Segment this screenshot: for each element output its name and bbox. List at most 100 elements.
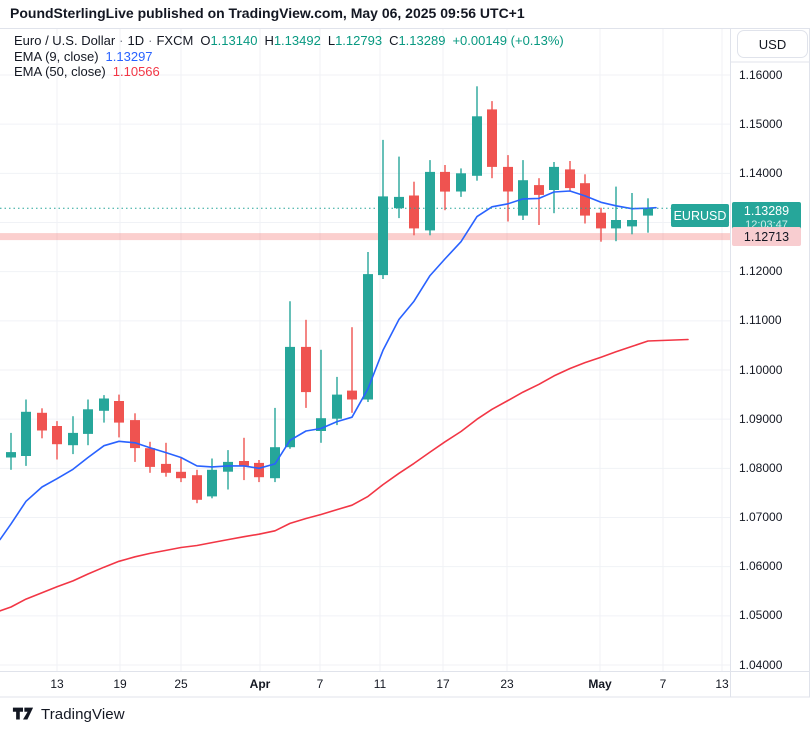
candle[interactable]	[285, 301, 295, 449]
price-tick: 1.11000	[739, 313, 782, 328]
candles	[6, 86, 653, 504]
ohlc-value: 1.13492	[273, 33, 321, 48]
candle[interactable]	[518, 160, 528, 220]
candle[interactable]	[394, 156, 404, 219]
time-tick: 23	[500, 677, 514, 691]
tradingview-logo-icon[interactable]	[12, 704, 34, 724]
price-tick: 1.08000	[739, 460, 783, 475]
currency-button[interactable]: USD	[737, 30, 808, 58]
ohlc-letter: C	[389, 33, 399, 48]
candle[interactable]	[114, 394, 124, 438]
candle[interactable]	[643, 198, 653, 233]
candle[interactable]	[176, 457, 186, 483]
symbol-row: Euro / U.S. Dollar · 1D · FXCM O1.13140 H1.134…	[14, 33, 564, 49]
candle[interactable]	[472, 86, 482, 181]
price-tick: 1.16000	[739, 67, 783, 82]
candle[interactable]	[223, 450, 233, 490]
time-tick: 17	[436, 677, 450, 691]
ema50-line[interactable]	[0, 338, 689, 612]
candle[interactable]	[316, 349, 326, 443]
candle[interactable]	[68, 416, 78, 455]
candle[interactable]	[487, 101, 497, 179]
support-level-line[interactable]	[0, 233, 730, 241]
candle[interactable]	[83, 399, 93, 446]
ema50-label[interactable]: EMA (50, close)	[14, 64, 106, 79]
time-tick: 7	[659, 677, 667, 691]
change-value: +0.00149 (+0.13%)	[452, 33, 564, 48]
time-tick: 7	[316, 677, 324, 691]
candle[interactable]	[456, 168, 466, 197]
published-header: PoundSterlingLive published on TradingVi…	[10, 5, 525, 21]
brand-name[interactable]: TradingView	[41, 705, 125, 723]
candle[interactable]	[627, 193, 637, 235]
candle[interactable]	[52, 421, 62, 460]
dot-separator: ·	[148, 33, 153, 48]
candle[interactable]	[207, 458, 217, 499]
price-tick: 1.09000	[739, 411, 783, 426]
candle[interactable]	[6, 432, 16, 470]
candle[interactable]	[99, 395, 109, 423]
price-tick: 1.14000	[739, 165, 783, 180]
symbol-title[interactable]: Euro / U.S. Dollar	[14, 33, 116, 48]
candle[interactable]	[347, 327, 357, 413]
ema9-line[interactable]	[0, 190, 657, 541]
time-tick: 13	[50, 677, 64, 691]
ema50-row: EMA (50, close) 1.10566	[14, 64, 564, 80]
candle[interactable]	[549, 162, 559, 214]
time-tick: May	[588, 677, 612, 691]
ema9-label[interactable]: EMA (9, close)	[14, 48, 99, 64]
current-price-badge: 1.13289 12:03:47	[732, 201, 801, 232]
price-tick: 1.10000	[739, 362, 783, 377]
candle[interactable]	[332, 376, 342, 426]
price-tick: 1.04000	[739, 657, 783, 672]
candle[interactable]	[425, 160, 435, 236]
exchange-label: FXCM	[156, 33, 194, 48]
price-tick: 1.12000	[739, 264, 783, 279]
candle[interactable]	[378, 139, 388, 279]
ohlc-letter: O	[200, 33, 211, 48]
ema9-value: 1.13297	[105, 48, 153, 64]
current-price-value: 1.13289	[743, 203, 790, 218]
ohlc-letter: H	[264, 33, 274, 48]
candle[interactable]	[440, 165, 450, 211]
candle[interactable]	[254, 460, 264, 483]
time-tick: 25	[174, 677, 188, 691]
chart-legend: Euro / U.S. Dollar · 1D · FXCM O1.13140 H1.134…	[14, 33, 564, 80]
ohlc-value: 1.13289	[398, 33, 446, 48]
candle[interactable]	[301, 319, 311, 408]
candle[interactable]	[611, 186, 621, 242]
price-tick: 1.15000	[739, 116, 783, 131]
support-level-badge: 1.12713	[732, 227, 801, 247]
dot-separator: ·	[119, 33, 124, 48]
candle[interactable]	[37, 408, 47, 439]
price-tick: 1.06000	[739, 559, 783, 574]
ohlc-letter: L	[327, 33, 336, 48]
time-tick: 19	[113, 677, 127, 691]
ohlc-values: O1.13140 H1.13492 L1.12793 C1.13289	[193, 33, 445, 48]
candle[interactable]	[363, 252, 373, 402]
price-tick: 1.07000	[739, 510, 783, 524]
candle[interactable]	[580, 174, 590, 224]
footer: TradingView	[12, 704, 125, 724]
candle[interactable]	[192, 469, 202, 504]
candle[interactable]	[130, 413, 140, 462]
ohlc-value: 1.13140	[210, 33, 258, 48]
price-tick: 1.05000	[739, 608, 783, 623]
ohlc-value: 1.12793	[335, 33, 383, 48]
time-tick: 13	[715, 677, 729, 691]
time-tick: 11	[373, 677, 387, 691]
candle[interactable]	[534, 178, 544, 225]
candle[interactable]	[239, 437, 249, 481]
symbol-price-flag: EURUSD	[671, 204, 729, 228]
ema9-row: EMA (9, close) 1.13297	[14, 49, 564, 65]
ema50-value: 1.10566	[112, 64, 160, 79]
candle[interactable]	[565, 161, 575, 191]
timeframe-label[interactable]: 1D	[127, 33, 145, 48]
candle[interactable]	[503, 155, 513, 222]
time-tick: Apr	[249, 677, 271, 691]
candle[interactable]	[161, 442, 171, 477]
candle[interactable]	[21, 399, 31, 466]
candle[interactable]	[596, 207, 606, 242]
